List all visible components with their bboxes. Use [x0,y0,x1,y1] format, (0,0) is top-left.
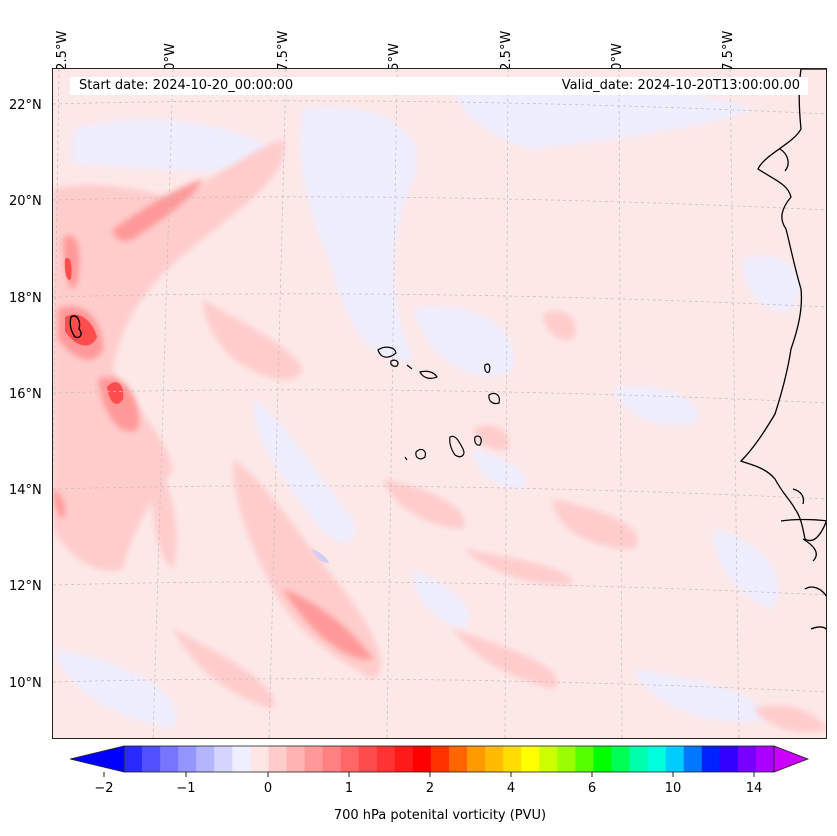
colorbar-tick-label: 0 [263,781,273,796]
colorbar-segment [557,746,576,772]
pv-contour-map [53,69,826,738]
lat-label-22n: 22°N [9,98,42,113]
colorbar-segment [467,746,486,772]
colorbar-segment [485,746,504,772]
colorbar-segment [430,746,450,772]
valid-date-label: Valid_date: 2024-10-20T13:00:00.00 [561,78,800,93]
colorbar-segment [412,746,432,772]
lat-label-16n: 16°N [9,387,42,402]
map-panel[interactable] [52,68,827,739]
colorbar-segment [719,746,739,772]
colorbar-segment [250,746,269,772]
start-date-label: Start date: 2024-10-20_00:00:00 [79,78,294,93]
colorbar-segment [449,746,468,772]
colorbar-segment [737,746,757,772]
colorbar-segment [340,746,360,772]
colorbar-segment [358,746,378,772]
colorbar-segment [611,746,630,772]
western-island-outline [69,315,82,339]
lat-label-18n: 18°N [9,291,42,306]
colorbar-segment [647,746,667,772]
colorbar-segment [394,746,414,772]
colorbar-segment [304,746,324,772]
lat-label-20n: 20°N [9,194,42,209]
colorbar-segment [629,746,649,772]
colorbar-segment [178,746,197,772]
lat-label-14n: 14°N [9,483,42,498]
colorbar-segment [214,746,233,772]
colorbar-tick-label: 1 [344,781,354,796]
graticule [53,69,826,738]
colorbar-segment [755,746,775,772]
colorbar-segment [286,746,305,772]
colorbar-ticks [103,772,755,777]
colorbar-tick-label: −1 [176,781,196,796]
info-bar [70,77,808,95]
colorbar-segment [196,746,215,772]
colorbar-segment [683,746,703,772]
colorbar-segment [539,746,558,772]
colorbar-segments [123,745,775,773]
colorbar-segment [521,746,540,772]
colorbar-segment [701,746,721,772]
lat-label-12n: 12°N [9,579,42,594]
colorbar-segment [232,746,251,772]
colorbar-tick-label: 14 [745,781,763,796]
colorbar-tick-label: 2 [425,781,435,796]
cape-verde-islands [377,346,500,461]
colorbar-segment [503,746,522,772]
colorbar-segment [665,746,685,772]
colorbar-segment [376,746,396,772]
colorbar-segment [268,746,287,772]
colorbar-tick-label: 6 [587,781,597,796]
colorbar-tick-label: 10 [664,781,682,796]
lat-label-10n: 10°N [9,676,42,691]
colorbar-right-arrow [773,745,810,773]
colorbar-tick-label: −2 [94,781,114,796]
positive-pv-light [53,139,826,733]
colorbar-label: 700 hPa potenital vorticity (PVU) [333,808,547,823]
colorbar-segment [160,746,179,772]
colorbar [70,745,810,777]
positive-pv-medium [53,179,373,660]
map-background [53,69,826,738]
colorbar-segment [593,746,612,772]
colorbar-segment [124,746,143,772]
colorbar-segment [142,746,161,772]
colorbar-segment [322,746,342,772]
colorbar-tick-label: 4 [506,781,516,796]
coastline [739,69,826,630]
colorbar-segment [575,746,594,772]
negative-pv-regions [53,85,800,729]
positive-pv-strong [64,257,124,404]
colorbar-left-arrow [70,745,125,773]
